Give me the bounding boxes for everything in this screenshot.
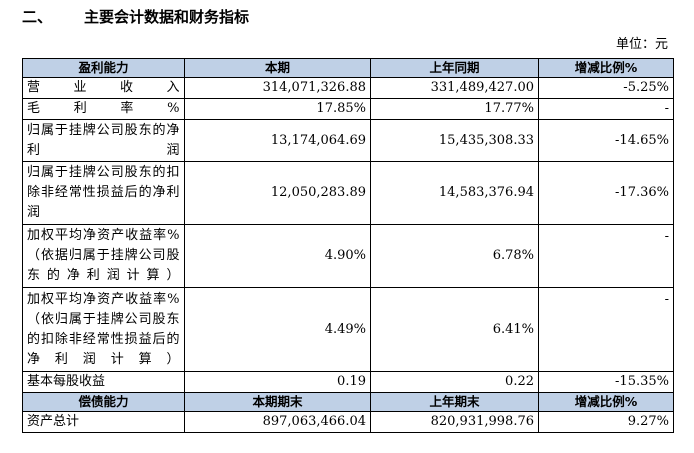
row-label: 毛利率% bbox=[22, 98, 185, 120]
row-label: 加权平均净资产收益率%（依归属于挂牌公司股东的扣除非经常性损益后的净利润计算） bbox=[22, 287, 185, 372]
header-cell: 增减比例% bbox=[538, 58, 674, 78]
header-cell: 上年期末 bbox=[370, 392, 539, 412]
profit-header-row: 盈利能力 本期 上年同期 增减比例% bbox=[22, 58, 674, 78]
prior-value: 17.77% bbox=[370, 98, 539, 120]
current-value: 12,050,283.89 bbox=[184, 161, 371, 225]
row-label: 基本每股收益 bbox=[22, 371, 185, 393]
current-value: 314,071,326.88 bbox=[184, 77, 371, 99]
header-cell: 本期期末 bbox=[184, 392, 371, 412]
change-value: 9.27% bbox=[538, 411, 674, 433]
table-row: 基本每股收益 0.19 0.22 -15.35% bbox=[22, 371, 674, 393]
table-row: 营业收入 314,071,326.88 331,489,427.00 -5.25… bbox=[22, 77, 674, 99]
header-cell: 偿债能力 bbox=[22, 392, 185, 412]
prior-value: 6.78% bbox=[370, 224, 539, 288]
current-value: 4.49% bbox=[184, 287, 371, 372]
table-row: 归属于挂牌公司股东的扣除非经常性损益后的净利润 12,050,283.89 14… bbox=[22, 161, 674, 225]
table-row: 毛利率% 17.85% 17.77% - bbox=[22, 98, 674, 120]
row-label: 资产总计 bbox=[22, 411, 185, 433]
table-row: 加权平均净资产收益率%（依归属于挂牌公司股东的扣除非经常性损益后的净利润计算） … bbox=[22, 287, 674, 372]
prior-value: 15,435,308.33 bbox=[370, 119, 539, 162]
header-cell: 盈利能力 bbox=[22, 58, 185, 78]
section-heading: 二、 主要会计数据和财务指标 bbox=[22, 6, 249, 28]
prior-value: 6.41% bbox=[370, 287, 539, 372]
current-value: 4.90% bbox=[184, 224, 371, 288]
change-value: -14.65% bbox=[538, 119, 674, 162]
solvency-header-row: 偿债能力 本期期末 上年期末 增减比例% bbox=[22, 392, 674, 412]
header-cell: 增减比例% bbox=[538, 392, 674, 412]
change-value: - bbox=[538, 224, 674, 288]
current-value: 17.85% bbox=[184, 98, 371, 120]
row-label: 归属于挂牌公司股东的扣除非经常性损益后的净利润 bbox=[22, 161, 185, 225]
row-label: 归属于挂牌公司股东的净利润 bbox=[22, 119, 185, 162]
prior-value: 331,489,427.00 bbox=[370, 77, 539, 99]
change-value: -17.36% bbox=[538, 161, 674, 225]
row-label: 加权平均净资产收益率%（依据归属于挂牌公司股东的净利润计算） bbox=[22, 224, 185, 288]
current-value: 13,174,064.69 bbox=[184, 119, 371, 162]
unit-label: 单位：元 bbox=[615, 37, 668, 52]
financial-indicators-table: 盈利能力 本期 上年同期 增减比例% 营业收入 314,071,326.88 3… bbox=[22, 58, 674, 433]
change-value: - bbox=[538, 287, 674, 372]
header-cell: 上年同期 bbox=[370, 58, 539, 78]
change-value: - bbox=[538, 98, 674, 120]
change-value: -15.35% bbox=[538, 371, 674, 393]
section-number: 二、 bbox=[22, 8, 53, 26]
change-value: -5.25% bbox=[538, 77, 674, 99]
section-title: 主要会计数据和财务指标 bbox=[84, 8, 250, 26]
prior-value: 820,931,998.76 bbox=[370, 411, 539, 433]
current-value: 897,063,466.04 bbox=[184, 411, 371, 433]
table-row: 归属于挂牌公司股东的净利润 13,174,064.69 15,435,308.3… bbox=[22, 119, 674, 162]
header-cell: 本期 bbox=[184, 58, 371, 78]
prior-value: 14,583,376.94 bbox=[370, 161, 539, 225]
current-value: 0.19 bbox=[184, 371, 371, 393]
table-row: 加权平均净资产收益率%（依据归属于挂牌公司股东的净利润计算） 4.90% 6.7… bbox=[22, 224, 674, 288]
prior-value: 0.22 bbox=[370, 371, 539, 393]
table-row: 资产总计 897,063,466.04 820,931,998.76 9.27% bbox=[22, 411, 674, 433]
row-label: 营业收入 bbox=[22, 77, 185, 99]
